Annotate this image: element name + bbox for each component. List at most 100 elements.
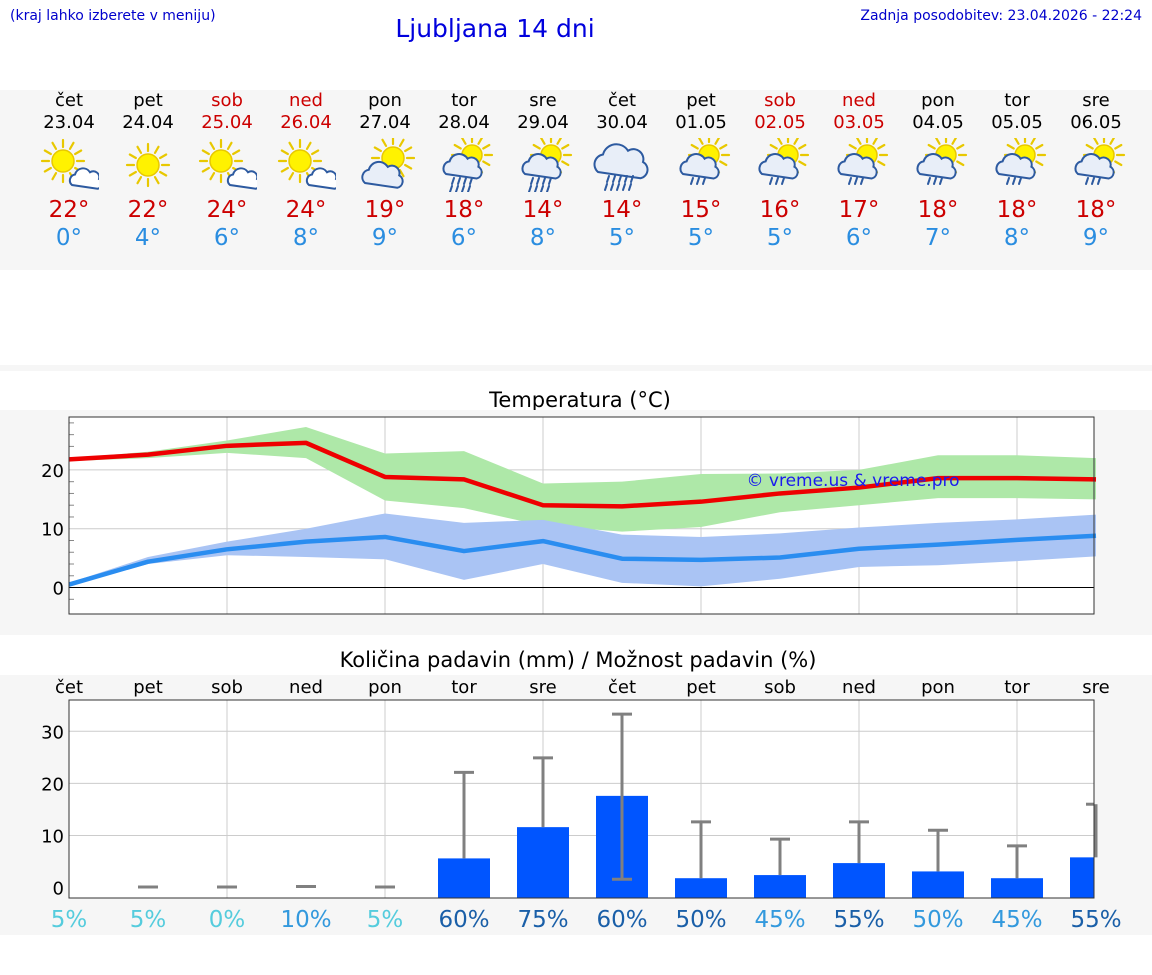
day-name: čet [54,90,84,111]
max-temperature: 22° [127,197,169,223]
min-temperature: 8° [292,225,320,251]
day-name: sob [764,90,796,111]
watermark-text: © vreme.us & vreme.pro [746,471,959,491]
x-tick-label: sre [1082,677,1109,698]
x-tick-label: ned [842,677,876,698]
day-name: ned [289,90,323,111]
precipitation-bar [754,875,806,898]
precipitation-error-bar [1086,802,1098,858]
min-temperature: 8° [1003,225,1031,251]
temperature-chart: 0 10 20 © vreme.us & vreme.pro [41,416,1097,615]
min-temperature: 7° [924,225,952,251]
day-name: pon [921,90,955,111]
max-temperature: 24° [285,197,327,223]
min-temperature: 5° [608,225,636,251]
precipitation-error-bar [296,885,316,889]
y-tick-label: 10 [41,826,64,847]
precipitation-error-bar [928,828,948,872]
min-temperature: 8° [529,225,557,251]
precipitation-chance-label: 5% [130,907,167,933]
day-date: 01.05 [675,112,727,133]
max-temperature: 18° [917,197,959,223]
max-temperature: 14° [522,197,564,223]
day-name: sob [211,90,243,111]
precipitation-error-bar [138,885,158,889]
day-name: pet [686,90,716,111]
day-name: pet [133,90,163,111]
precipitation-chance-label: 75% [517,907,568,933]
sun-cloud-icon [40,138,99,190]
sun-cloud-heavy-rain-icon [521,138,573,192]
precipitation-chance-label: 50% [675,907,726,933]
precipitation-error-bar [375,885,395,889]
day-name: sre [1082,90,1110,111]
precipitation-bar [438,858,490,898]
min-temperature: 4° [134,225,162,251]
max-temperature: 14° [601,197,643,223]
precipitation-bar [517,827,569,898]
day-column: pet 01.05 15° 5° [661,90,741,252]
x-tick-label: ned [289,677,323,698]
precipitation-error-bar [217,885,237,889]
day-column: sob 02.05 16° 5° [740,90,820,252]
y-tick-label: 20 [41,774,64,795]
day-column: tor 05.05 18° 8° [977,90,1057,252]
max-temperature: 16° [759,197,801,223]
day-name: ned [842,90,876,111]
cloud-sun-icon [361,138,415,189]
x-tick-label: pet [133,677,163,698]
day-date: 02.05 [754,112,806,133]
min-temperature: 5° [687,225,715,251]
sun-icon [125,142,171,188]
precipitation-bar [1070,857,1094,898]
precipitation-chance-label: 60% [596,907,647,933]
sun-cloud-rain-icon [679,138,731,185]
y-tick-label: 10 [41,520,64,541]
max-temperature: 19° [364,197,406,223]
temperature-chart-panel: 0 10 20 © vreme.us & vreme.pro [0,410,1152,635]
day-date: 28.04 [438,112,490,133]
x-tick-label: sob [764,677,796,698]
precipitation-error-bar [849,820,869,864]
day-date: 25.04 [201,112,253,133]
max-temperature: 18° [1075,197,1117,223]
day-name: tor [1004,90,1030,111]
separator-band [0,365,1152,371]
day-column: sre 29.04 14° 8° [503,90,583,252]
precipitation-chance-label: 10% [280,907,331,933]
max-temperature: 18° [996,197,1038,223]
precipitation-plot-frame [68,699,1095,899]
daily-forecast-panel: čet 23.04 22° 0° pet 24.04 22° 4° sob 25.04 24° 6° n… [0,90,1152,270]
y-tick-label: 30 [41,722,64,743]
max-temperature-line [68,440,1097,509]
precipitation-error-bar [454,770,474,859]
day-date: 24.04 [122,112,174,133]
x-tick-label: tor [451,677,477,698]
day-name: pon [368,90,402,111]
x-tick-label: tor [1004,677,1030,698]
day-name: tor [451,90,477,111]
x-tick-label: čet [608,677,636,698]
precipitation-bar [675,878,727,898]
day-date: 23.04 [43,112,95,133]
precipitation-chance-label: 60% [438,907,489,933]
day-date: 03.05 [833,112,885,133]
x-tick-label: pon [368,677,402,698]
precipitation-chance-label: 55% [833,907,884,933]
precipitation-chart: 0 10 20 30 čet pet sob ned pon tor sre čet pet sob ned… [41,677,1121,933]
day-date: 30.04 [596,112,648,133]
x-tick-label: čet [55,677,83,698]
day-date: 05.05 [991,112,1043,133]
day-column: sob 25.04 24° 6° [187,90,267,252]
day-name: sre [529,90,557,111]
sun-cloud-heavy-rain-icon [442,138,494,192]
day-date: 27.04 [359,112,411,133]
day-column: pet 24.04 22° 4° [108,90,188,252]
min-temperature: 9° [371,225,399,251]
precipitation-error-bar [1007,844,1027,879]
day-date: 29.04 [517,112,569,133]
day-column: čet 30.04 14° 5° [582,90,662,252]
x-tick-label: pet [686,677,716,698]
day-date: 06.05 [1070,112,1122,133]
day-column: čet 23.04 22° 0° [29,90,109,252]
